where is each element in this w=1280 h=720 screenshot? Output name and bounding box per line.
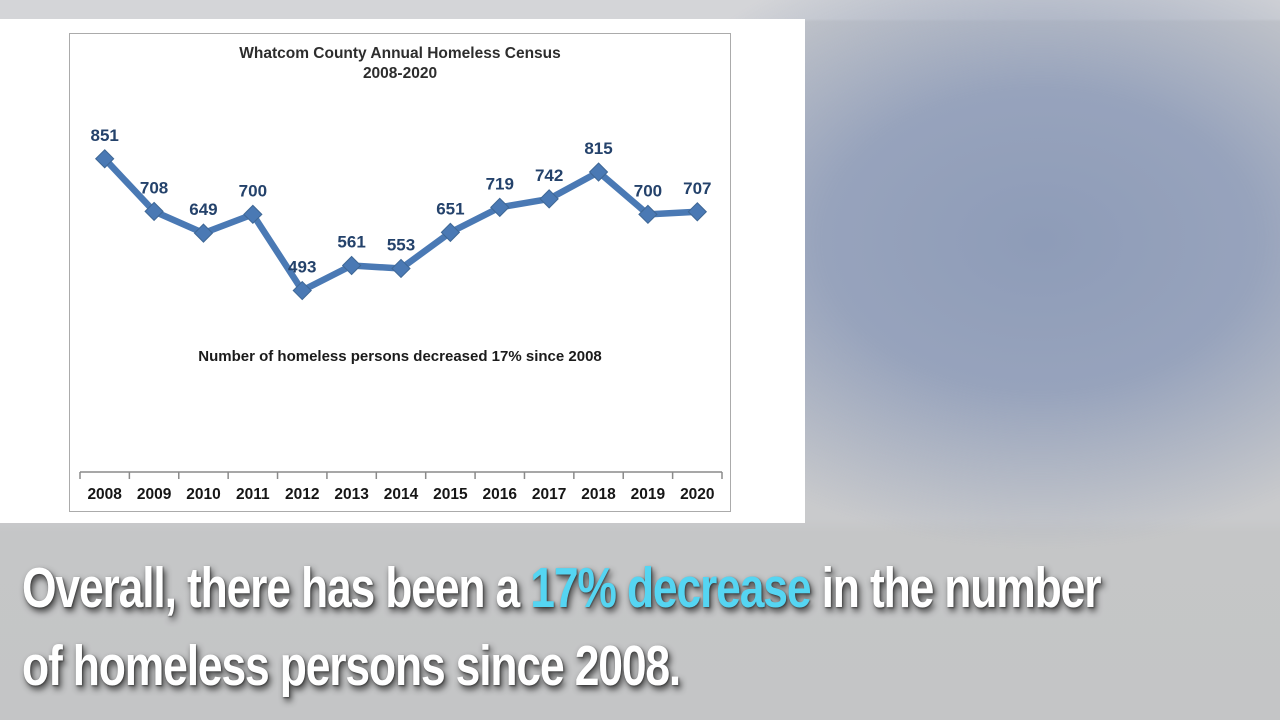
data-point-label: 851 [91,126,119,145]
x-axis-label: 2017 [532,486,566,503]
chart-title-line2: 2008-2020 [362,65,438,82]
data-point-marker [539,189,559,209]
data-point-marker [94,149,115,169]
chart-title: Whatcom County Annual Homeless Census 20… [70,44,730,84]
data-point-label: 815 [584,139,612,158]
x-axis-label: 2019 [631,486,666,503]
x-axis-label: 2009 [137,486,172,503]
data-point-label: 742 [535,166,563,185]
chart-annotation: Number of homeless persons decreased 17%… [198,348,602,365]
x-axis-label: 2013 [334,486,369,503]
data-point-marker [144,201,164,222]
x-axis-label: 2020 [680,486,714,503]
x-axis-label: 2015 [433,486,468,503]
x-axis-label: 2008 [87,486,122,503]
x-axis-label: 2011 [236,486,270,503]
caption-line-2: of homeless persons since 2008. [22,634,681,698]
data-point-marker [638,204,658,225]
data-point-marker [391,258,411,279]
data-point-label: 561 [337,233,365,252]
x-axis-label: 2010 [186,486,220,503]
data-point-label: 651 [436,199,464,218]
census-line-chart: 851 2008 708 2009 649 2010 700 2011 493 2012 561 20… [79,126,723,503]
data-point-marker [687,202,708,222]
data-point-marker [440,222,461,243]
chart-frame: 851 2008 708 2009 649 2010 700 2011 493 2012 561 20… [69,33,731,512]
data-point-label: 719 [486,174,514,193]
caption: Overall, there has been a 17% decrease i… [22,549,1280,705]
x-axis-label: 2016 [483,486,518,503]
data-point-marker [588,162,609,182]
x-axis-label: 2018 [581,486,616,503]
data-point-label: 493 [288,258,316,277]
data-point-label: 649 [189,200,217,219]
x-axis-label: 2014 [384,486,419,503]
data-point-marker [490,197,510,218]
data-point-marker [341,255,362,276]
caption-line-1: Overall, there has been a 17% decrease i… [22,549,1102,627]
data-point-label: 700 [239,181,267,200]
chart-title-line1: Whatcom County Annual Homeless Census [239,45,561,62]
data-point-label: 707 [683,179,711,198]
caption-text-pre: Overall, there has been a [22,556,531,620]
data-point-marker [193,223,214,243]
data-point-marker [292,280,312,301]
caption-text-post: in the number [810,556,1102,620]
chart-panel: 851 2008 708 2009 649 2010 700 2011 493 2012 561 20… [0,19,805,523]
data-point-marker [243,204,263,225]
data-point-label: 708 [140,178,168,197]
x-axis-label: 2012 [285,486,319,503]
data-point-label: 700 [634,181,662,200]
caption-highlight: 17% decrease [530,556,811,620]
data-point-label: 553 [387,235,415,254]
